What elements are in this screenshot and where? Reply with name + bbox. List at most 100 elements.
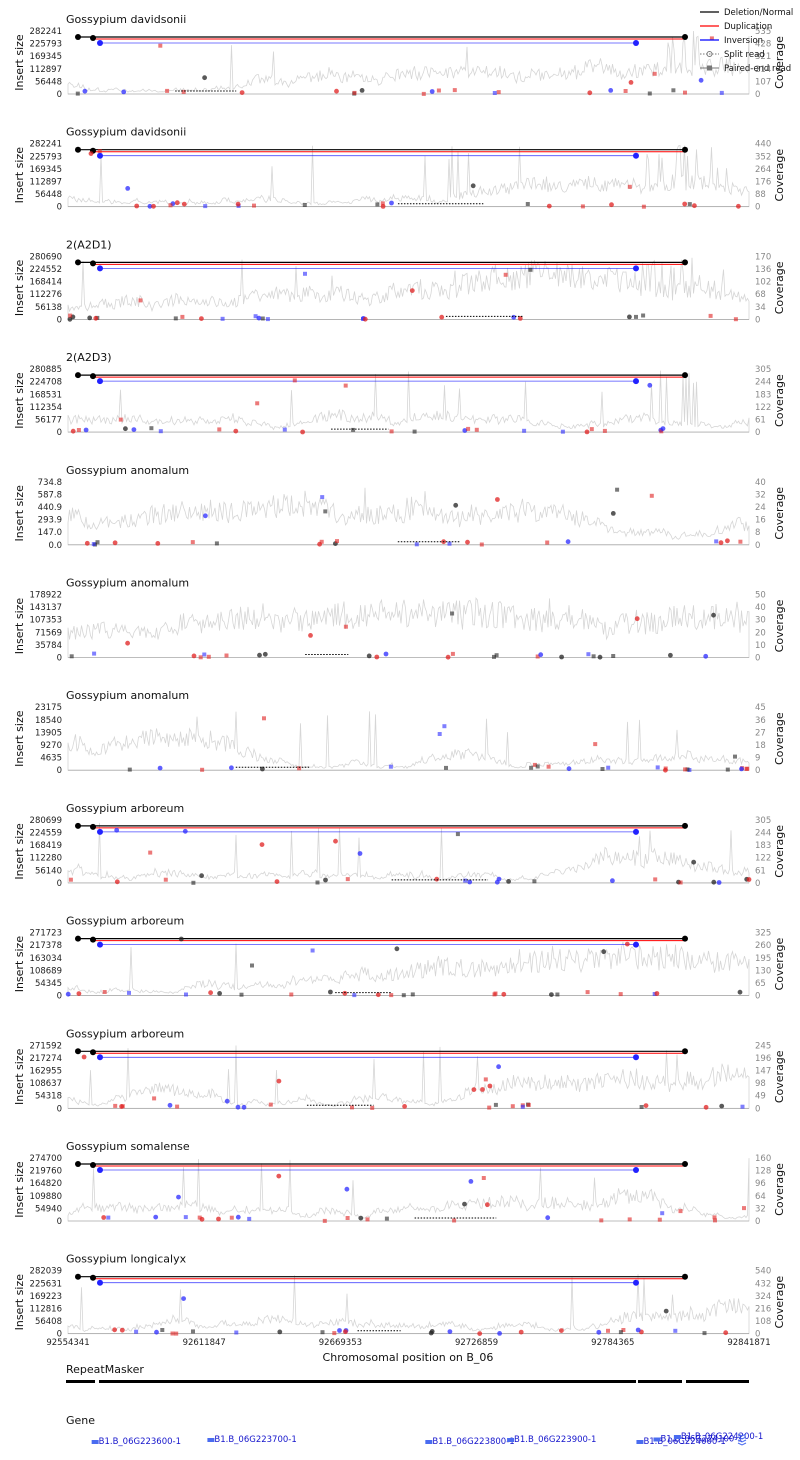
coverage-axis-label: Coverage xyxy=(773,712,786,765)
coverage-tick-label: 96 xyxy=(755,1179,766,1189)
coverage-trace xyxy=(67,597,750,658)
sv-breakpoint xyxy=(682,146,688,153)
y-tick-label: 112280 xyxy=(30,854,62,864)
paired-end-marker xyxy=(168,203,173,208)
paired-end-marker xyxy=(652,71,657,76)
split-read-marker xyxy=(663,767,668,773)
sv-breakpoint xyxy=(90,1049,96,1056)
coverage-tick-label: 0 xyxy=(755,1330,760,1340)
y-axis-label: Insert size xyxy=(13,259,26,316)
split-read-marker xyxy=(608,88,614,93)
coverage-tick-label: 244 xyxy=(755,378,771,388)
repeat-block xyxy=(66,1380,95,1383)
paired-end-marker xyxy=(234,1330,239,1335)
y-tick-label: 280699 xyxy=(30,816,62,826)
paired-end-marker xyxy=(69,654,74,659)
panel-title: 2(A2D3) xyxy=(66,351,112,364)
sv-breakpoint xyxy=(75,372,81,379)
split-read-marker xyxy=(176,1194,181,1200)
split-read-marker xyxy=(260,766,265,772)
paired-end-marker xyxy=(708,313,713,318)
paired-end-marker xyxy=(655,765,660,770)
split-read-marker xyxy=(76,991,82,996)
paired-end-marker xyxy=(520,1104,525,1109)
legend-label: Split read xyxy=(724,50,765,60)
y-tick-label: 280885 xyxy=(30,365,62,375)
sv-panel: Gossypium longicalyx 282039 225631 169223 11… xyxy=(13,1253,786,1340)
paired-end-marker xyxy=(315,880,320,885)
paired-end-marker xyxy=(265,317,270,322)
split-read-marker xyxy=(121,89,127,95)
coverage-tick-label: 264 xyxy=(755,165,771,175)
paired-end-marker xyxy=(375,202,380,207)
paired-end-marker xyxy=(641,204,646,209)
paired-end-marker xyxy=(217,427,222,432)
paired-end-marker xyxy=(621,1328,626,1332)
y-tick-label: 178922 xyxy=(30,591,62,601)
split-read-marker xyxy=(147,203,153,209)
sv-panel: 2(A2D3) 280885 224708 168531 112354 56177 0 305… xyxy=(13,351,786,438)
coverage-tick-label: 540 xyxy=(755,1267,771,1277)
split-read-marker xyxy=(87,315,93,321)
coverage-tick-label: 65 xyxy=(755,979,766,989)
sv-breakpoint xyxy=(97,152,103,159)
paired-end-marker xyxy=(560,429,565,434)
split-read-marker xyxy=(739,766,744,772)
split-read-marker xyxy=(471,1087,477,1092)
split-read-marker xyxy=(239,90,245,95)
paired-end-marker xyxy=(580,204,585,209)
coverage-tick-label: 61 xyxy=(755,866,766,876)
paired-end-marker xyxy=(158,429,163,434)
paired-end-marker xyxy=(68,313,73,318)
strand-arrow xyxy=(737,1439,747,1443)
paired-end-marker xyxy=(106,1215,111,1220)
paired-end-marker xyxy=(323,509,328,514)
x-tick-label: 92554341 xyxy=(46,1338,89,1348)
panel-title: 2(A2D1) xyxy=(66,238,112,251)
gene-body xyxy=(507,1438,515,1442)
paired-end-marker xyxy=(229,1215,234,1220)
sv-breakpoint xyxy=(97,40,103,46)
y-axis-label: Insert size xyxy=(13,1161,26,1218)
y-tick-label: 112897 xyxy=(30,65,62,75)
gene-label: B1.B_06G223900-1 xyxy=(514,1435,596,1445)
paired-end-marker xyxy=(740,1104,745,1109)
y-tick-label: 0.0 xyxy=(48,541,62,551)
coverage-tick-label: 130 xyxy=(755,966,771,976)
split-read-marker xyxy=(501,991,507,997)
y-tick-label: 168531 xyxy=(30,390,62,400)
paired-end-marker xyxy=(345,877,350,882)
strand-arrow xyxy=(737,1436,747,1440)
split-read-marker xyxy=(545,1215,551,1221)
coverage-trace xyxy=(67,1158,750,1222)
split-read-marker xyxy=(276,1173,282,1179)
split-read-marker xyxy=(380,204,386,209)
split-read-marker xyxy=(357,851,363,856)
split-read-marker xyxy=(587,90,593,96)
y-tick-label: 18540 xyxy=(35,716,62,726)
paired-end-marker xyxy=(591,654,596,659)
split-read-marker xyxy=(737,989,743,995)
gene-body xyxy=(673,1435,681,1439)
coverage-tick-label: 107 xyxy=(755,77,771,87)
paired-end-marker xyxy=(351,427,356,432)
y-tick-label: 169345 xyxy=(30,165,62,175)
paired-end-marker xyxy=(647,91,652,96)
paired-end-marker xyxy=(725,767,730,772)
paired-end-marker xyxy=(148,850,153,855)
legend-swatch-marker xyxy=(706,51,713,57)
sv-breakpoint xyxy=(97,378,103,385)
sv-breakpoint xyxy=(75,1273,81,1280)
panel-title: Gossypium anomalum xyxy=(66,577,189,590)
paired-end-marker xyxy=(463,878,468,883)
paired-end-marker xyxy=(639,1105,644,1109)
paired-end-marker xyxy=(678,1209,683,1214)
coverage-tick-label: 0 xyxy=(755,541,760,551)
y-tick-label: 0 xyxy=(57,203,62,213)
split-read-marker xyxy=(208,990,214,996)
split-read-marker xyxy=(178,936,184,942)
y-tick-label: 0 xyxy=(57,879,62,889)
sv-breakpoint xyxy=(682,1048,688,1055)
coverage-tick-label: 0 xyxy=(755,428,760,438)
coverage-axis-label: Coverage xyxy=(773,261,786,314)
